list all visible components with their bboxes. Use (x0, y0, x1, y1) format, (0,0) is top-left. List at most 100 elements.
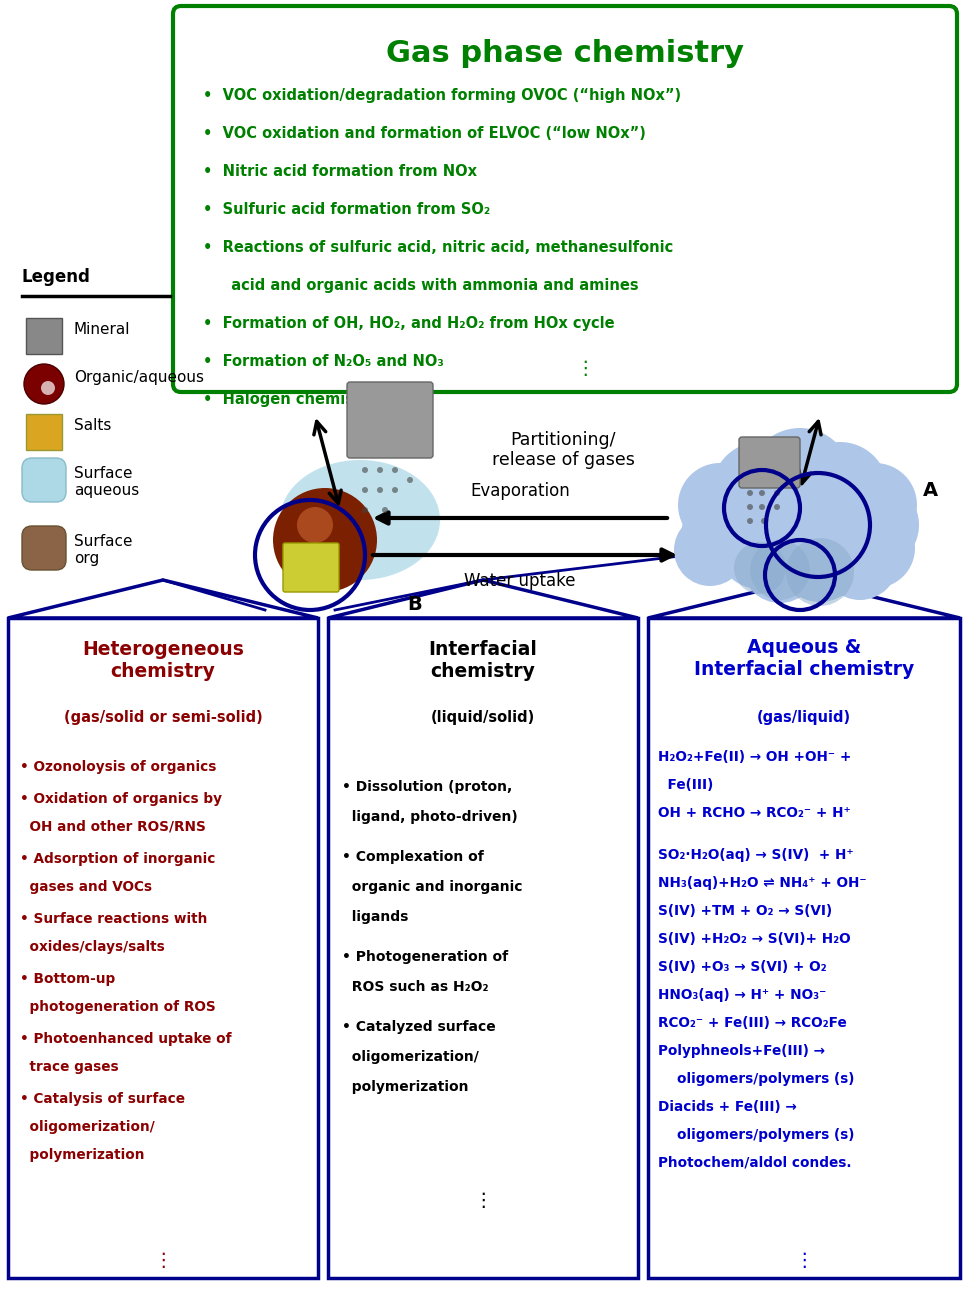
Text: oligomerization/: oligomerization/ (20, 1120, 155, 1134)
Text: • Catalyzed surface: • Catalyzed surface (342, 1020, 496, 1034)
Text: photogeneration of ROS: photogeneration of ROS (20, 999, 216, 1014)
Text: •  VOC oxidation and formation of ELVOC (“low NOx”): • VOC oxidation and formation of ELVOC (… (203, 125, 646, 141)
Circle shape (297, 507, 333, 543)
Circle shape (747, 518, 753, 524)
FancyBboxPatch shape (26, 318, 62, 354)
FancyBboxPatch shape (26, 414, 62, 450)
Text: Salts: Salts (74, 418, 111, 433)
Text: S(IV) +TM + O₂ → S(VI): S(IV) +TM + O₂ → S(VI) (658, 904, 832, 918)
Text: S(IV) +H₂O₂ → S(VI)+ H₂O: S(IV) +H₂O₂ → S(VI)+ H₂O (658, 932, 851, 946)
Circle shape (750, 540, 810, 600)
Circle shape (792, 497, 888, 593)
Text: Organic/aqueous: Organic/aqueous (74, 370, 204, 385)
Circle shape (778, 518, 862, 603)
Text: Mineral: Mineral (74, 322, 131, 337)
Circle shape (750, 495, 850, 595)
Text: S(IV) +O₃ → S(VI) + O₂: S(IV) +O₃ → S(VI) + O₂ (658, 959, 827, 974)
Text: ⋮: ⋮ (795, 1250, 814, 1270)
Text: H₂O₂+Fe(II) → OH +OH⁻ +: H₂O₂+Fe(II) → OH +OH⁻ + (658, 750, 852, 764)
Circle shape (678, 463, 762, 547)
Circle shape (377, 487, 383, 493)
Text: B: B (408, 596, 422, 614)
Text: oligomers/polymers (s): oligomers/polymers (s) (658, 1127, 855, 1142)
Text: Photochem/aldol condes.: Photochem/aldol condes. (658, 1156, 852, 1170)
Text: ⋮: ⋮ (576, 358, 595, 378)
Text: • Complexation of: • Complexation of (342, 850, 484, 864)
Text: •  Sulfuric acid formation from SO₂: • Sulfuric acid formation from SO₂ (203, 202, 490, 217)
Circle shape (407, 477, 413, 484)
Text: • Surface reactions with: • Surface reactions with (20, 912, 207, 926)
Text: NH₃(aq)+H₂O ⇌ NH₄⁺ + OH⁻: NH₃(aq)+H₂O ⇌ NH₄⁺ + OH⁻ (658, 875, 866, 890)
Circle shape (674, 515, 746, 586)
Circle shape (774, 490, 780, 497)
Circle shape (392, 467, 398, 473)
Circle shape (835, 508, 915, 588)
Text: OH + RCHO → RCO₂⁻ + H⁺: OH + RCHO → RCO₂⁻ + H⁺ (658, 806, 851, 820)
Circle shape (788, 463, 892, 568)
Text: Evaporation: Evaporation (470, 482, 570, 500)
Circle shape (710, 469, 810, 570)
Text: Heterogeneous
chemistry: Heterogeneous chemistry (82, 640, 244, 681)
Text: • Photoenhanced uptake of: • Photoenhanced uptake of (20, 1032, 232, 1046)
FancyBboxPatch shape (22, 526, 66, 570)
Text: •  Formation of OH, HO₂, and H₂O₂ from HOx cycle: • Formation of OH, HO₂, and H₂O₂ from HO… (203, 315, 614, 331)
Text: Interfacial
chemistry: Interfacial chemistry (428, 640, 538, 681)
Text: •  Formation of N₂O₅ and NO₃: • Formation of N₂O₅ and NO₃ (203, 354, 444, 369)
Text: ⋮: ⋮ (153, 1250, 172, 1270)
Text: Gas phase chemistry: Gas phase chemistry (386, 39, 744, 67)
FancyBboxPatch shape (648, 618, 960, 1277)
Text: (gas/liquid): (gas/liquid) (757, 710, 851, 725)
Text: organic and inorganic: organic and inorganic (342, 881, 522, 893)
FancyBboxPatch shape (8, 618, 318, 1277)
Text: (liquid/solid): (liquid/solid) (431, 710, 535, 725)
Text: ligand, photo-driven): ligand, photo-driven) (342, 809, 517, 824)
Circle shape (822, 524, 898, 600)
Text: oligomers/polymers (s): oligomers/polymers (s) (658, 1072, 855, 1086)
Circle shape (682, 493, 758, 568)
Circle shape (716, 500, 804, 590)
Text: Aqueous &
Interfacial chemistry: Aqueous & Interfacial chemistry (694, 637, 914, 679)
Text: •  Nitric acid formation from NOx: • Nitric acid formation from NOx (203, 164, 477, 178)
Ellipse shape (280, 460, 440, 581)
Text: Surface
org: Surface org (74, 534, 133, 566)
Text: Polyphneols+Fe(III) →: Polyphneols+Fe(III) → (658, 1043, 825, 1058)
Text: • Adsorption of inorganic: • Adsorption of inorganic (20, 852, 215, 866)
Circle shape (748, 428, 852, 531)
Text: Partitioning/
release of gases: Partitioning/ release of gases (491, 431, 635, 469)
Text: • Catalysis of surface: • Catalysis of surface (20, 1093, 185, 1106)
Text: OH and other ROS/RNS: OH and other ROS/RNS (20, 820, 205, 834)
Circle shape (734, 542, 786, 593)
Circle shape (774, 504, 780, 509)
Text: •  VOC oxidation/degradation forming OVOC (“high NOx”): • VOC oxidation/degradation forming OVOC… (203, 88, 681, 103)
Circle shape (746, 456, 854, 564)
Text: Fe(III): Fe(III) (658, 778, 713, 793)
Text: Surface
aqueous: Surface aqueous (74, 465, 140, 498)
Circle shape (742, 528, 818, 603)
Text: •  Reactions of sulfuric acid, nitric acid, methanesulfonic: • Reactions of sulfuric acid, nitric aci… (203, 240, 673, 255)
FancyBboxPatch shape (283, 543, 339, 592)
Circle shape (712, 442, 808, 538)
Circle shape (382, 507, 388, 513)
Text: polymerization: polymerization (20, 1148, 144, 1162)
Text: Diacids + Fe(III) →: Diacids + Fe(III) → (658, 1100, 797, 1115)
Circle shape (833, 463, 917, 547)
Circle shape (831, 481, 919, 569)
Circle shape (362, 507, 368, 513)
Text: gases and VOCs: gases and VOCs (20, 881, 152, 893)
Text: • Oxidation of organics by: • Oxidation of organics by (20, 793, 222, 806)
Text: • Photogeneration of: • Photogeneration of (342, 950, 508, 965)
Text: ROS such as H₂O₂: ROS such as H₂O₂ (342, 980, 488, 994)
Text: HNO₃(aq) → H⁺ + NO₃⁻: HNO₃(aq) → H⁺ + NO₃⁻ (658, 988, 827, 1002)
FancyBboxPatch shape (22, 458, 66, 502)
Text: • Ozonoloysis of organics: • Ozonoloysis of organics (20, 760, 216, 775)
FancyBboxPatch shape (328, 618, 638, 1277)
Text: (gas/solid or semi-solid): (gas/solid or semi-solid) (64, 710, 263, 725)
Text: oligomerization/: oligomerization/ (342, 1050, 479, 1064)
Circle shape (392, 487, 398, 493)
FancyBboxPatch shape (173, 6, 957, 392)
Circle shape (792, 442, 888, 538)
Circle shape (747, 504, 753, 509)
Circle shape (747, 490, 753, 497)
Circle shape (759, 490, 765, 497)
FancyBboxPatch shape (739, 437, 800, 487)
